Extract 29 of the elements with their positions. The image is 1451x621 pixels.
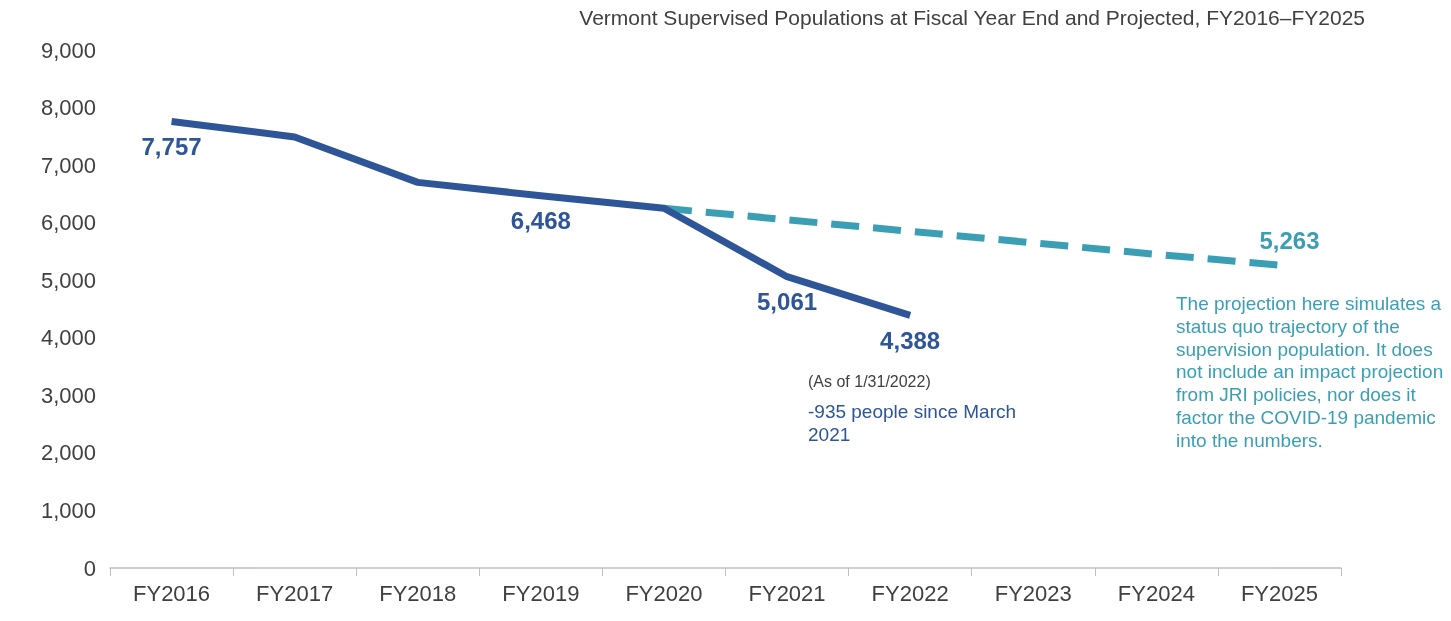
x-tick-label: FY2019 (502, 580, 580, 606)
data-label: 4,388 (880, 326, 941, 354)
x-tick-label: FY2022 (871, 580, 949, 606)
data-label: 6,468 (510, 207, 571, 235)
x-tick-label: FY2017 (256, 580, 334, 606)
y-tick-label: 0 (83, 555, 96, 581)
x-tick-label: FY2024 (1117, 580, 1195, 606)
data-label: 5,061 (757, 288, 818, 316)
y-tick-label: 1,000 (40, 497, 96, 523)
x-tick-label: FY2018 (379, 580, 457, 606)
annotation: -935 people since March 2021 (808, 400, 1022, 445)
x-tick-label: FY2016 (133, 580, 211, 606)
x-tick-label: FY2021 (748, 580, 826, 606)
annotation: The projection here simulates a status quo trajectory of the supervision population. It does not include an impact projection from JRI policies, nor does it factor the COVID-19 pandemic into the numbers. (1176, 292, 1449, 451)
data-label: 5,263 (1259, 226, 1320, 254)
chart-title: Vermont Supervised Populations at Fiscal Year End and Projected, FY2016–FY2025 (579, 6, 1365, 29)
annotation: (As of 1/31/2022) (808, 373, 931, 391)
y-tick-label: 2,000 (40, 440, 96, 466)
y-tick-label: 9,000 (40, 37, 96, 63)
y-tick-label: 3,000 (40, 382, 96, 408)
y-tick-label: 7,000 (40, 152, 96, 178)
x-tick-label: FY2023 (994, 580, 1072, 606)
x-tick-label: FY2020 (625, 580, 703, 606)
y-tick-label: 8,000 (40, 95, 96, 121)
data-label: 7,757 (141, 133, 202, 161)
x-tick-label: FY2025 (1240, 580, 1318, 606)
y-tick-label: 6,000 (40, 210, 96, 236)
y-tick-label: 5,000 (40, 267, 96, 293)
y-tick-label: 4,000 (40, 325, 96, 351)
